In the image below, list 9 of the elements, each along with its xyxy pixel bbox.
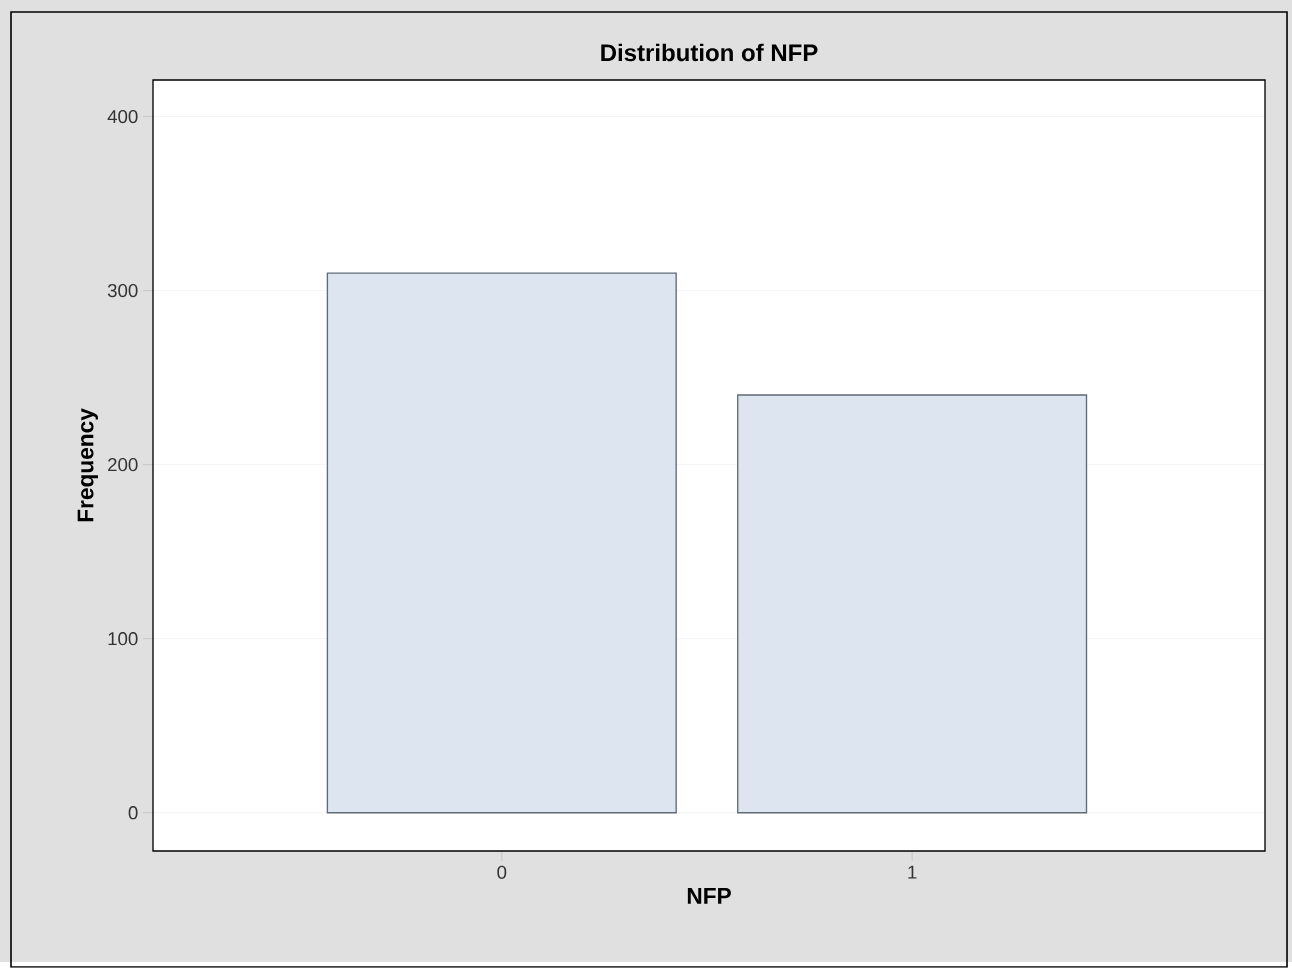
x-axis-title: NFP bbox=[687, 888, 731, 904]
y-axis-title: Frequency bbox=[77, 408, 98, 522]
y-tick-label: 0 bbox=[128, 806, 138, 820]
y-tick-label: 100 bbox=[108, 632, 138, 646]
x-tick-label: 1 bbox=[908, 865, 917, 879]
chart-title: Distribution of NFP bbox=[601, 43, 818, 62]
y-tick-label: 300 bbox=[107, 284, 138, 298]
y-tick-label: 400 bbox=[107, 110, 138, 124]
y-tick-label: 200 bbox=[108, 458, 138, 472]
